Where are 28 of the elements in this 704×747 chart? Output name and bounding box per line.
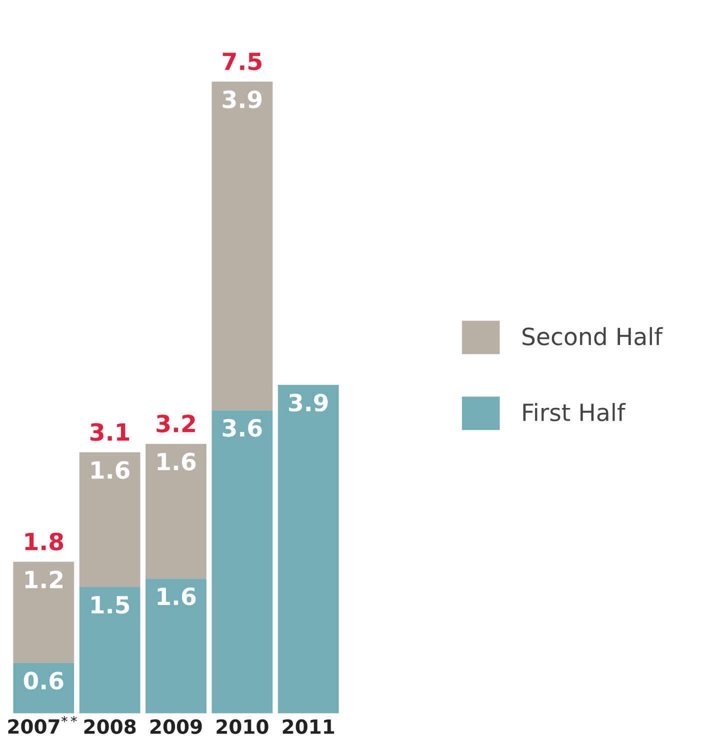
data-label: 3.9 [289,394,328,412]
x-tick-label: 2011 [282,719,334,734]
x-tick-label: 2007$^{**}$ [8,716,77,734]
x-tick-label: 2010 [216,719,268,734]
data-label: 1.6 [158,587,196,606]
data-label: 0.6 [24,672,64,690]
data-label: 1.5 [92,596,130,614]
total-label: 7.5 [222,52,262,70]
total-label: 1.8 [25,532,64,550]
legend-label: First Half [523,402,626,422]
bar [212,82,273,410]
data-label: 3.9 [222,90,262,108]
data-label: 3.6 [222,418,262,437]
data-label: 1.2 [25,570,63,588]
total-label: 3.1 [90,423,130,441]
bar [278,384,339,714]
x-tick-label: 2008 [84,719,136,734]
bar [13,562,74,663]
bar [146,578,206,714]
bar [79,452,140,588]
bar [212,410,273,714]
data-label: 1.6 [92,461,130,479]
x-tick-label: 2009 [150,719,202,734]
legend-label: Second Half [522,327,663,346]
bar [79,587,140,714]
data-label: 1.6 [158,452,196,471]
total-label: 3.2 [156,414,195,432]
bar [146,444,206,579]
